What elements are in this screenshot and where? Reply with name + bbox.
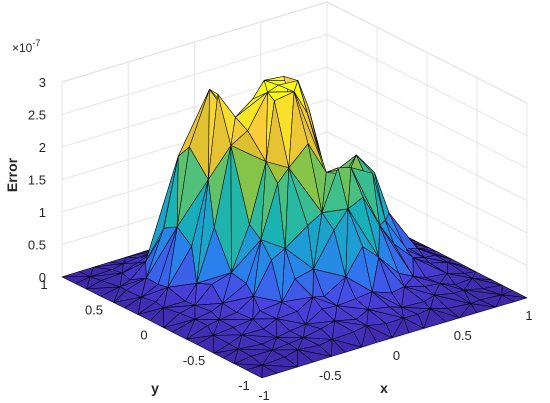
surface-facet xyxy=(261,365,298,374)
z-tick-label: 2 xyxy=(39,140,46,155)
z-tick-label: 0 xyxy=(39,270,46,285)
surface-facet xyxy=(331,339,362,353)
z-tick-label: 1 xyxy=(39,205,46,220)
z-tick-label: 1.5 xyxy=(28,173,46,188)
y-grid-line xyxy=(261,297,528,379)
surface-mesh xyxy=(61,76,528,379)
x-tick-label: 1 xyxy=(525,308,532,323)
surface-facet xyxy=(430,308,460,323)
axis-labels: Error x y ×10-7 0 0.5 1 1.5 2 2.5 3 -1 -0.5 0 0.5 1… xyxy=(4,38,533,403)
x-tick-label: 0 xyxy=(393,348,400,363)
surface-facet xyxy=(403,317,425,334)
z-tick-label: 0.5 xyxy=(28,238,46,253)
y-tick-label: -0.5 xyxy=(183,353,205,368)
x-tick-label: -0.5 xyxy=(319,368,341,383)
surface-facet xyxy=(501,294,528,303)
surface-facet xyxy=(470,303,497,313)
y-axis-title: y xyxy=(151,380,159,396)
y-tick-label: -1 xyxy=(238,378,250,393)
z-tick-label: 3 xyxy=(39,75,46,90)
y-tick-label: 0.5 xyxy=(85,302,103,317)
x-tick-label: 0.5 xyxy=(454,328,472,343)
surface-facet xyxy=(366,325,393,343)
z-exponent-base: ×10 xyxy=(12,41,33,55)
z-axis-title: Error xyxy=(4,157,20,192)
x-axis-title: x xyxy=(380,380,388,396)
surface-facet xyxy=(163,155,179,229)
surface-facet xyxy=(297,349,332,363)
z-tick-label: 2.5 xyxy=(28,108,46,123)
y-tick-label: 0 xyxy=(140,328,147,343)
z-exponent-label: ×10-7 xyxy=(12,38,40,55)
z-exponent-power: -7 xyxy=(32,38,40,48)
y-tick-label: 1 xyxy=(40,277,47,292)
x-tick-label: -1 xyxy=(258,388,270,403)
